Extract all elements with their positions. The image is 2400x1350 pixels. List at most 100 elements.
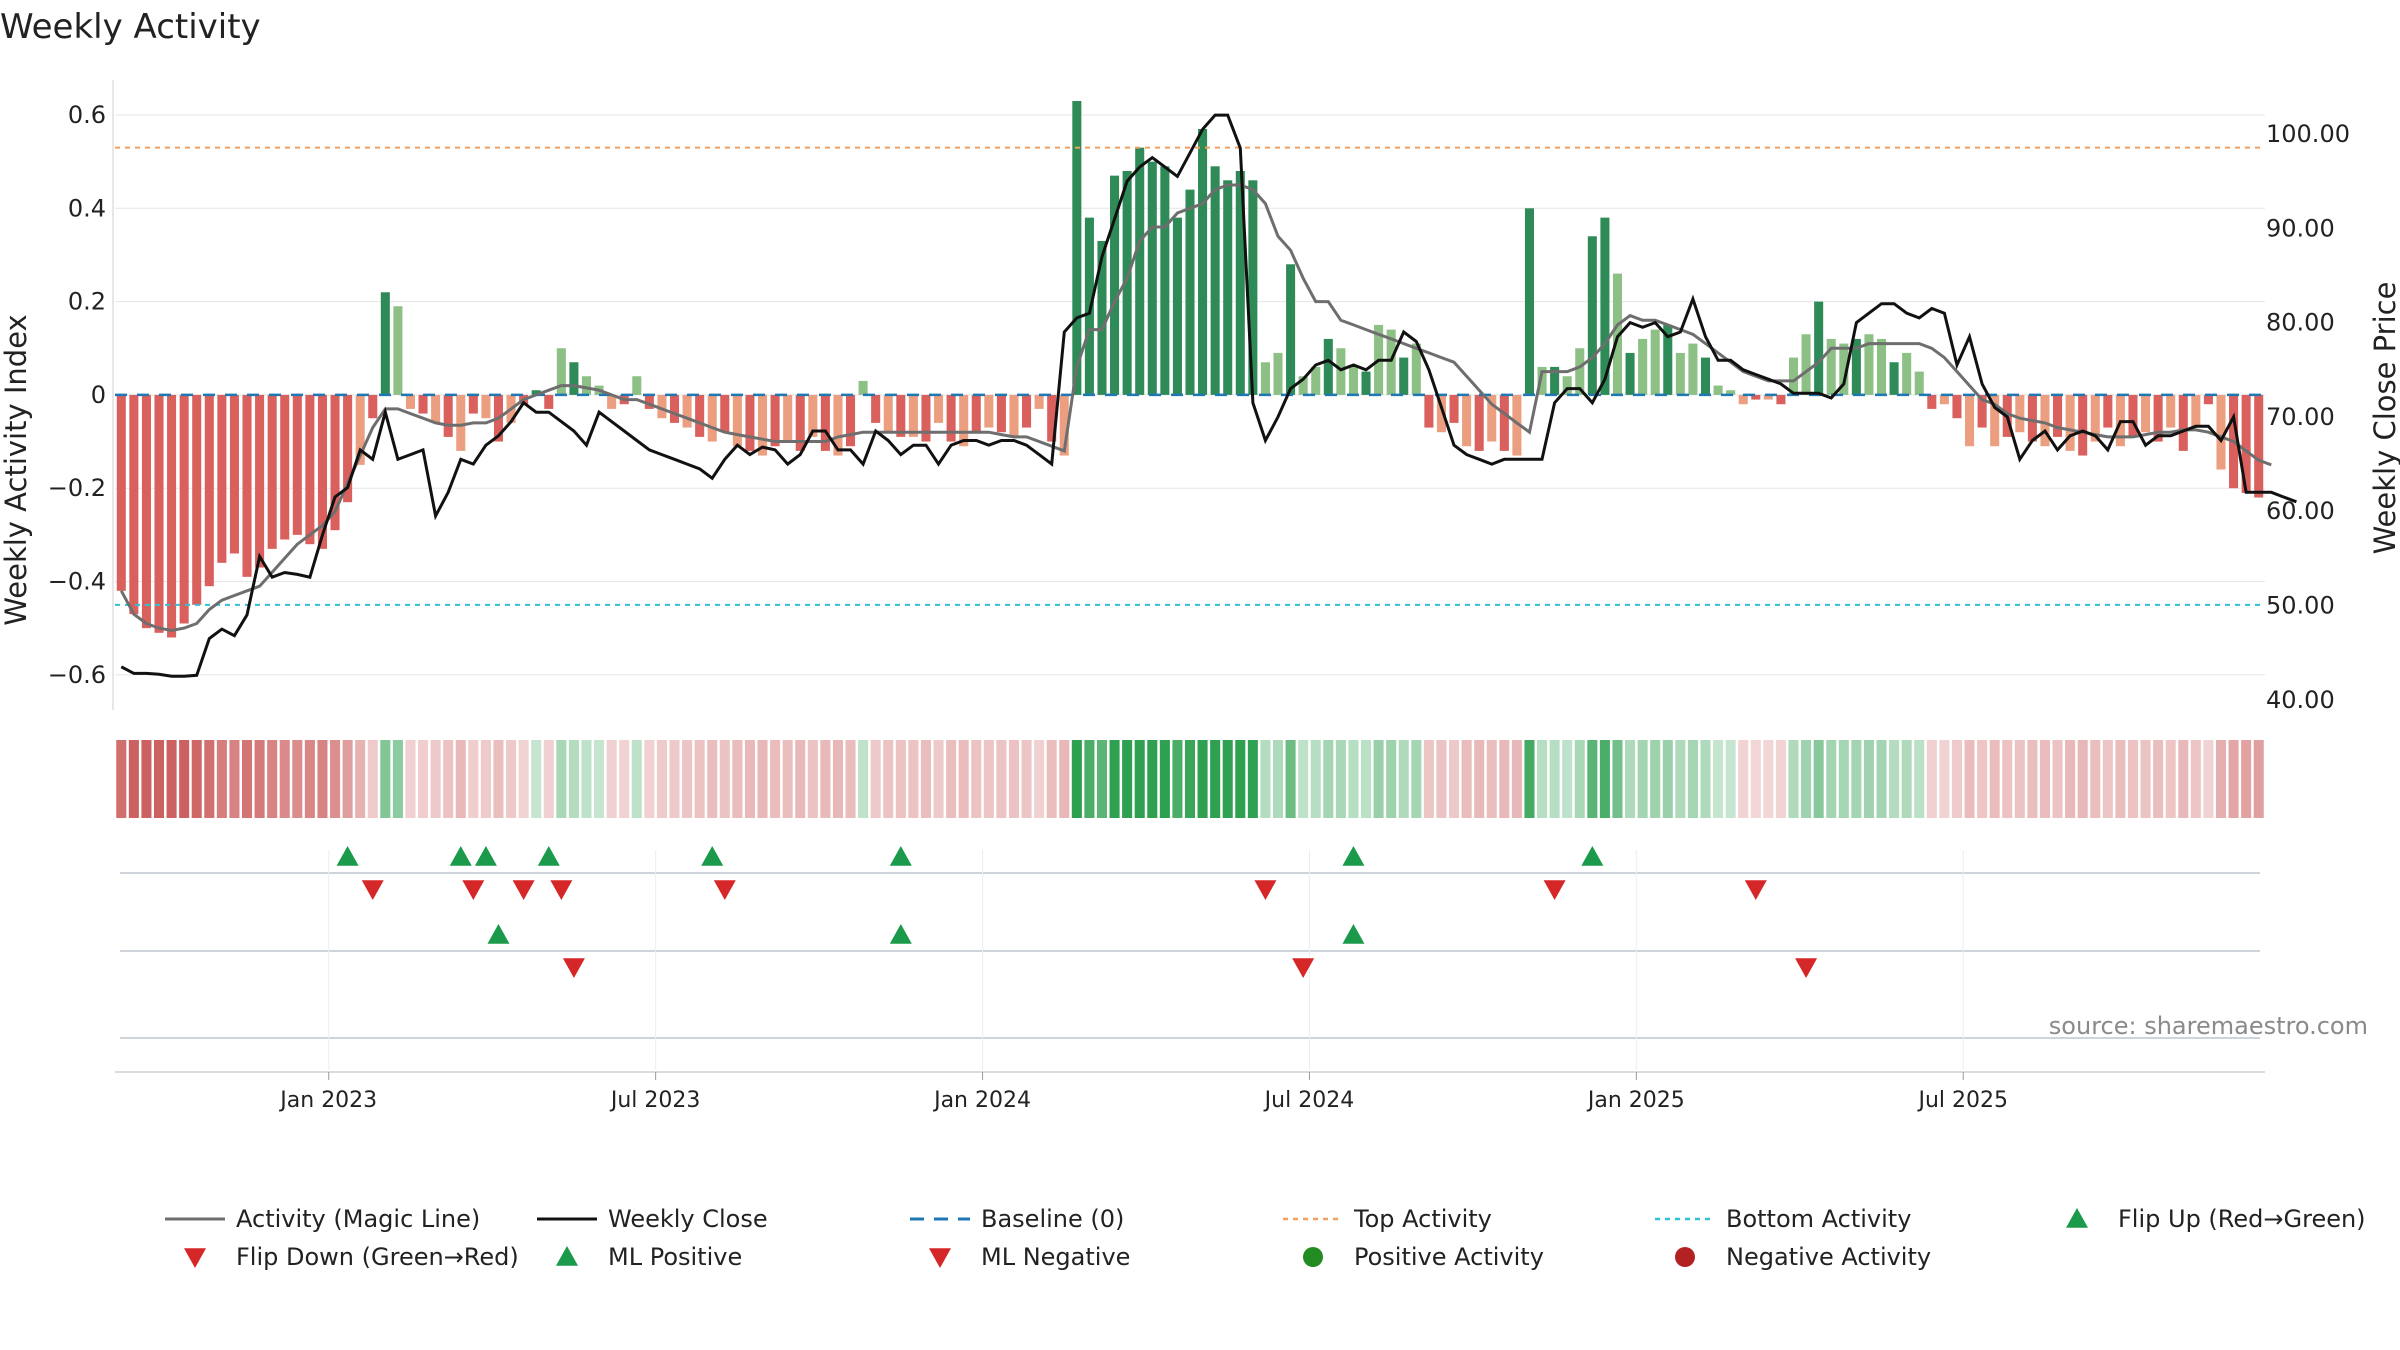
activity-bar: [1650, 329, 1660, 395]
heat-cell: [1650, 740, 1661, 818]
heat-cell: [141, 740, 152, 818]
legend-label: Bottom Activity: [1726, 1205, 1911, 1233]
heat-cell: [568, 740, 579, 818]
activity-bar: [1927, 394, 1937, 409]
activity-bar: [996, 394, 1006, 433]
activity-bar: [607, 394, 617, 409]
heat-cell: [895, 740, 906, 818]
heat-cell: [380, 740, 391, 818]
activity-bar: [1550, 366, 1560, 395]
activity-bar: [632, 376, 642, 395]
right-tick-label: 90.00: [2266, 214, 2335, 242]
heat-cell: [2127, 740, 2139, 818]
heat-cell: [1989, 740, 2000, 818]
heat-cell: [1499, 740, 1510, 818]
heat-cell: [757, 740, 768, 818]
heat-cell: [1511, 740, 1522, 818]
heat-cell: [1662, 740, 1673, 818]
flip-down-marker: [1543, 880, 1566, 900]
activity-bar: [1688, 343, 1698, 395]
heat-cell: [2002, 740, 2013, 818]
left-tick-label: −0.2: [48, 474, 106, 502]
heat-cell: [506, 740, 517, 818]
activity-bar: [1072, 101, 1082, 395]
activity-bar: [141, 394, 151, 629]
heat-cell: [2203, 740, 2214, 818]
activity-bar: [2103, 394, 2113, 428]
activity-bar: [531, 390, 541, 395]
heat-cell: [330, 740, 341, 818]
activity-bar: [179, 394, 189, 624]
heat-cell: [229, 740, 240, 818]
activity-bar: [1939, 394, 1949, 405]
heat-cell: [594, 740, 605, 818]
right-axis: 100.00 90.00 80.00 70.00 60.00 50.00 40.00: [2266, 120, 2350, 714]
activity-bar: [833, 394, 843, 456]
activity-bar: [267, 394, 277, 549]
heat-cell: [2052, 740, 2063, 818]
heat-cell: [845, 740, 856, 818]
activity-bar: [2128, 394, 2138, 437]
heat-cell: [1951, 740, 1962, 818]
heat-cell: [543, 740, 554, 818]
activity-bar: [2254, 394, 2264, 498]
activity-bar: [1311, 366, 1321, 395]
activity-bar: [1424, 394, 1434, 428]
activity-bar: [1260, 362, 1270, 395]
activity-bar: [1663, 324, 1673, 395]
heat-cell: [1675, 740, 1686, 818]
heat-cell: [556, 740, 567, 818]
left-tick-label: 0: [91, 381, 106, 409]
activity-bar: [757, 394, 768, 456]
heat-cell: [1398, 740, 1409, 818]
heat-cell: [267, 740, 278, 818]
heat-cell: [179, 740, 190, 818]
heat-cell: [606, 740, 617, 818]
heat-cell: [2014, 740, 2025, 818]
activity-bar: [1198, 128, 1208, 395]
heat-cell: [1574, 740, 1585, 818]
heat-cell: [116, 740, 127, 818]
activity-bar: [783, 394, 793, 442]
heat-cell: [1901, 740, 1912, 818]
flip-up-marker: [336, 846, 359, 866]
heat-cell: [1172, 740, 1183, 818]
flip-up-marker: [701, 846, 724, 866]
activity-bar: [2065, 394, 2075, 451]
heat-cell: [2178, 740, 2189, 818]
heat-cell: [832, 740, 843, 818]
flip-down-marker: [462, 880, 485, 900]
activity-bar: [1512, 394, 1522, 456]
heat-cell: [631, 740, 642, 818]
heat-cell: [858, 740, 869, 818]
activity-bar: [1235, 170, 1245, 395]
heat-cell: [946, 740, 957, 818]
heat-cell: [1323, 740, 1334, 818]
activity-bar: [343, 394, 353, 503]
heat-cell: [996, 740, 1007, 818]
activity-bar: [1474, 394, 1484, 451]
heat-cell: [1159, 740, 1170, 818]
activity-bar: [1990, 394, 2000, 447]
activity-heat-strip: [116, 740, 2264, 818]
activity-bar: [468, 394, 478, 414]
left-tick-label: −0.6: [48, 661, 106, 689]
activity-bar: [1675, 352, 1685, 395]
ml-positive-marker: [487, 924, 510, 944]
heat-cell: [279, 740, 290, 818]
activity-bar: [1097, 240, 1107, 395]
activity-bar: [1625, 352, 1635, 395]
heat-cell: [1134, 740, 1145, 818]
magic-line: [119, 183, 2272, 633]
heat-cell: [468, 740, 479, 818]
activity-bar: [1587, 236, 1597, 395]
flip-down-marker: [713, 880, 736, 900]
activity-bar: [544, 394, 554, 409]
heat-cell: [958, 740, 969, 818]
activity-bar: [1889, 362, 1899, 395]
activity-bar: [1449, 394, 1459, 423]
activity-bar: [192, 394, 202, 605]
heat-cell: [2140, 740, 2151, 818]
activity-bar: [883, 394, 893, 433]
heat-cell: [2253, 740, 2264, 818]
